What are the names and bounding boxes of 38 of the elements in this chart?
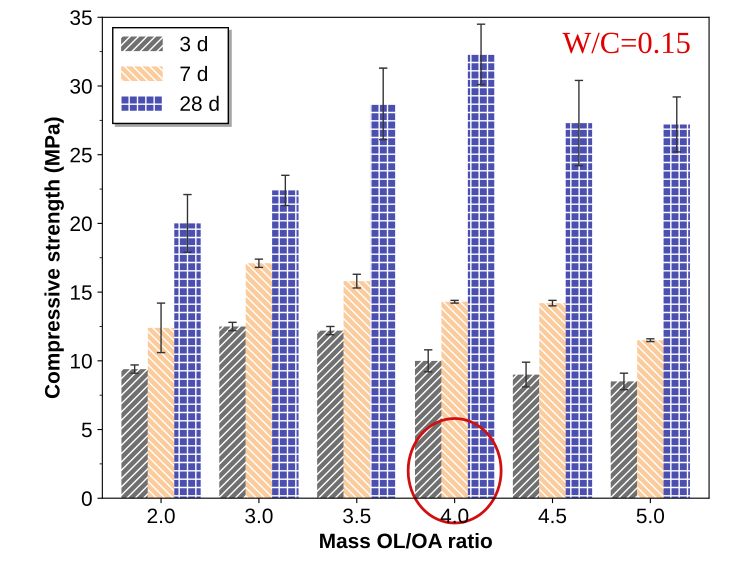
- bar: [370, 104, 396, 498]
- bar: [148, 328, 174, 498]
- y-tick-label: 5: [82, 422, 92, 438]
- legend-label: 28 d: [180, 96, 219, 112]
- bar: [246, 263, 272, 498]
- bar: [121, 369, 148, 498]
- bar: [664, 124, 690, 498]
- bar: [219, 326, 246, 498]
- x-tick-label: 2.0: [148, 508, 175, 524]
- y-axis-title: Compressive strength (MPa): [44, 118, 64, 398]
- bar: [441, 302, 468, 498]
- x-tick-label: 3.5: [343, 508, 370, 524]
- y-tick-label: 35: [70, 10, 92, 26]
- bar: [272, 190, 299, 498]
- y-tick-label: 25: [70, 148, 92, 162]
- legend-label: 7 d: [180, 66, 208, 82]
- bar: [512, 374, 540, 498]
- bar: [637, 340, 664, 498]
- bar: [566, 123, 592, 498]
- legend-label: 3 d: [180, 36, 208, 52]
- bar: [174, 223, 201, 498]
- annotation: W/C=0.15: [562, 32, 690, 54]
- y-tick-label: 10: [71, 354, 92, 369]
- x-tick-label: 4.5: [538, 508, 566, 524]
- bar: [317, 330, 344, 498]
- bar: [415, 360, 442, 498]
- bar: [344, 281, 370, 498]
- bar: [468, 54, 494, 498]
- x-tick-label: 4.0: [440, 508, 468, 524]
- x-tick-label: 3.0: [245, 508, 273, 524]
- x-tick-label: 5.0: [636, 508, 664, 524]
- y-tick-label: 20: [70, 216, 92, 232]
- y-tick-label: 15: [71, 285, 92, 300]
- x-axis-title: Mass OL/OA ratio: [320, 532, 492, 548]
- y-tick-label: 0: [82, 491, 92, 506]
- bar: [610, 381, 638, 498]
- y-tick-label: 30: [70, 78, 92, 94]
- bar: [539, 303, 566, 498]
